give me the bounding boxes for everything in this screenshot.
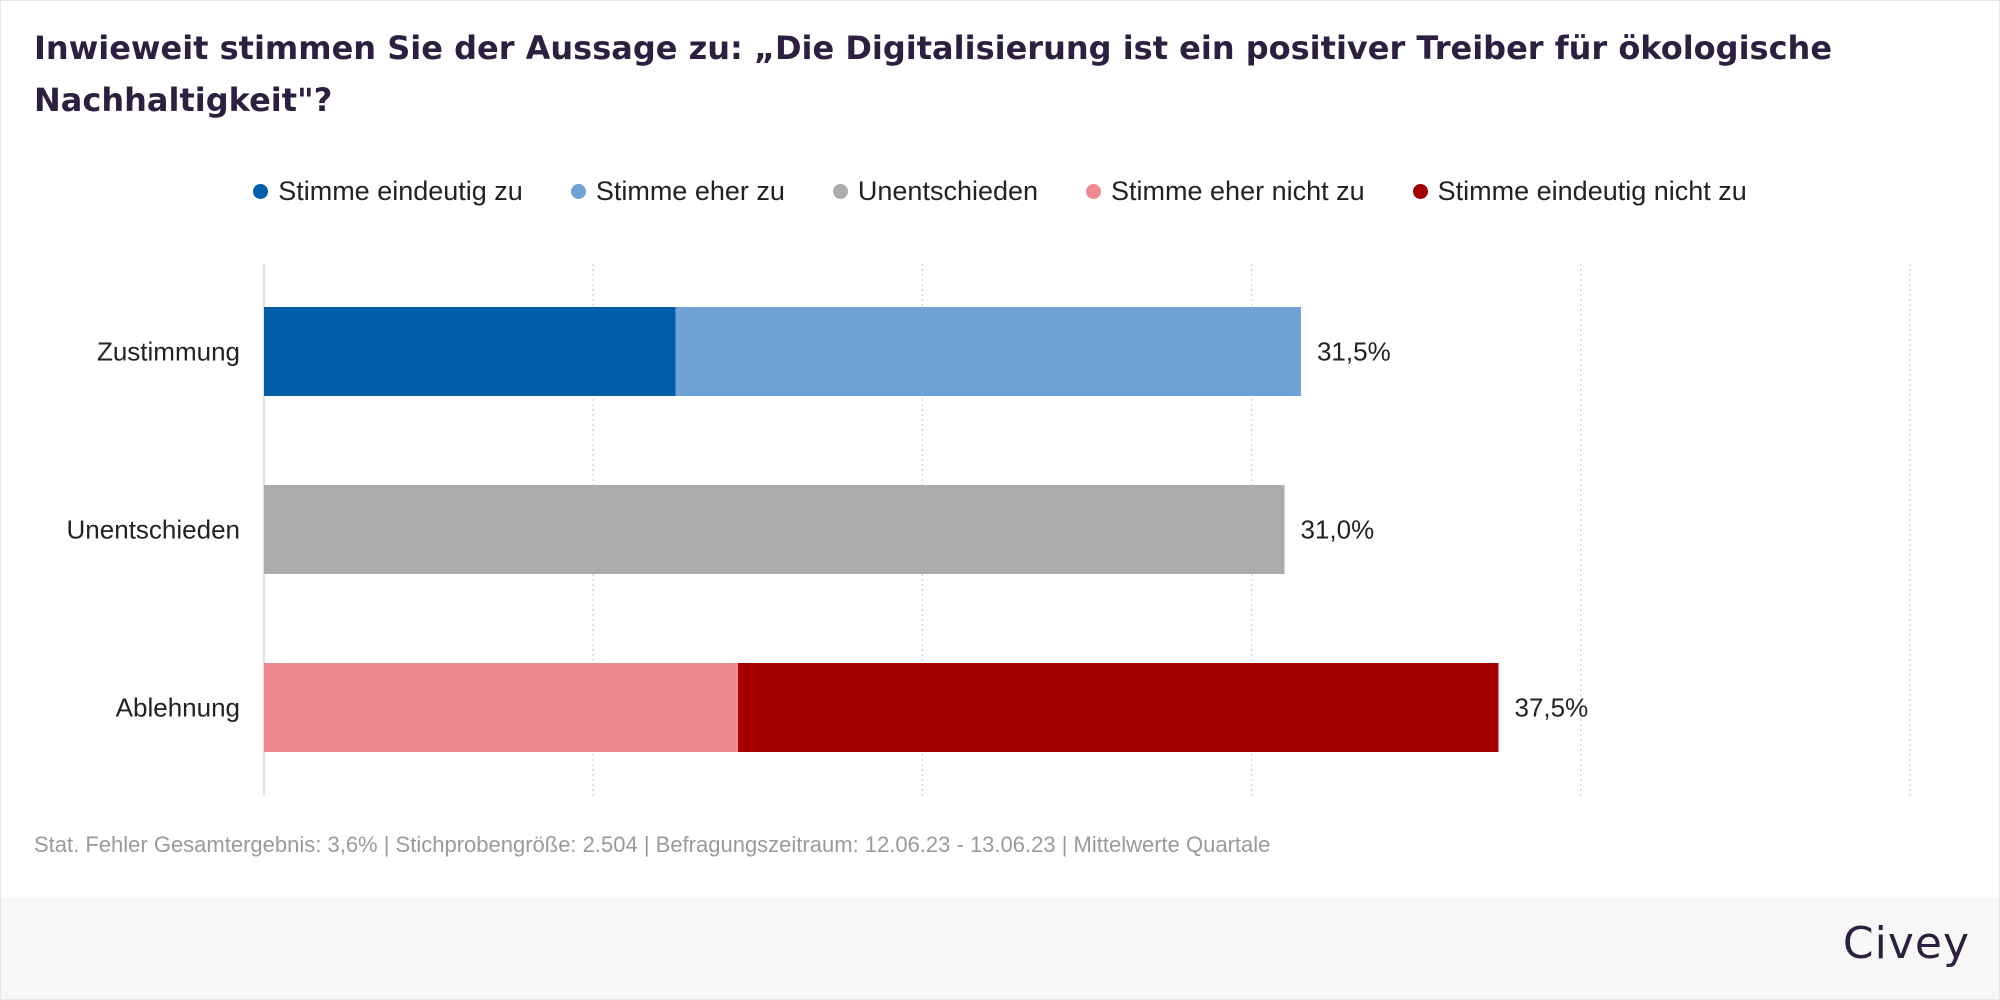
brand-logo: Civey: [1842, 918, 1970, 969]
bar-segment: [264, 663, 739, 752]
value-label: 37,5%: [1515, 693, 1589, 723]
legend-dot-2: [832, 184, 848, 199]
legend-item-3: Stimme eher nicht zu: [1086, 176, 1365, 207]
legend-label-1: Stimme eher zu: [595, 176, 785, 206]
legend-label-0: Stimme eindeutig zu: [278, 176, 523, 206]
legend-label-4: Stimme eindeutig nicht zu: [1437, 176, 1747, 206]
value-label: 31,5%: [1317, 337, 1391, 367]
footer-note: Stat. Fehler Gesamtergebnis: 3,6% | Stic…: [34, 832, 1271, 857]
bar-segment: [738, 663, 1499, 752]
footer-band: [1, 898, 1999, 999]
bar-segment: [264, 307, 676, 396]
bar-segment: [264, 485, 1285, 574]
legend-dot-0: [253, 184, 269, 199]
legend: Stimme eindeutig zu Stimme eher zu Unentsc…: [0, 176, 2000, 207]
bar-segment: [675, 307, 1301, 396]
legend-label-2: Unentschieden: [857, 176, 1039, 206]
legend-dot-3: [1086, 184, 1102, 199]
category-label: Ablehnung: [116, 693, 240, 723]
legend-item-2: Unentschieden: [832, 176, 1039, 207]
category-label: Unentschieden: [67, 515, 240, 545]
legend-dot-4: [1412, 184, 1428, 199]
category-label: Zustimmung: [97, 337, 240, 367]
legend-item-0: Stimme eindeutig zu: [253, 176, 523, 207]
chart-title: Inwieweit stimmen Sie der Aussage zu: „D…: [34, 29, 1833, 119]
value-label: 31,0%: [1301, 515, 1375, 545]
legend-dot-1: [570, 184, 586, 199]
legend-label-3: Stimme eher nicht zu: [1111, 176, 1365, 206]
legend-item-4: Stimme eindeutig nicht zu: [1412, 176, 1747, 207]
legend-item-1: Stimme eher zu: [570, 176, 785, 207]
